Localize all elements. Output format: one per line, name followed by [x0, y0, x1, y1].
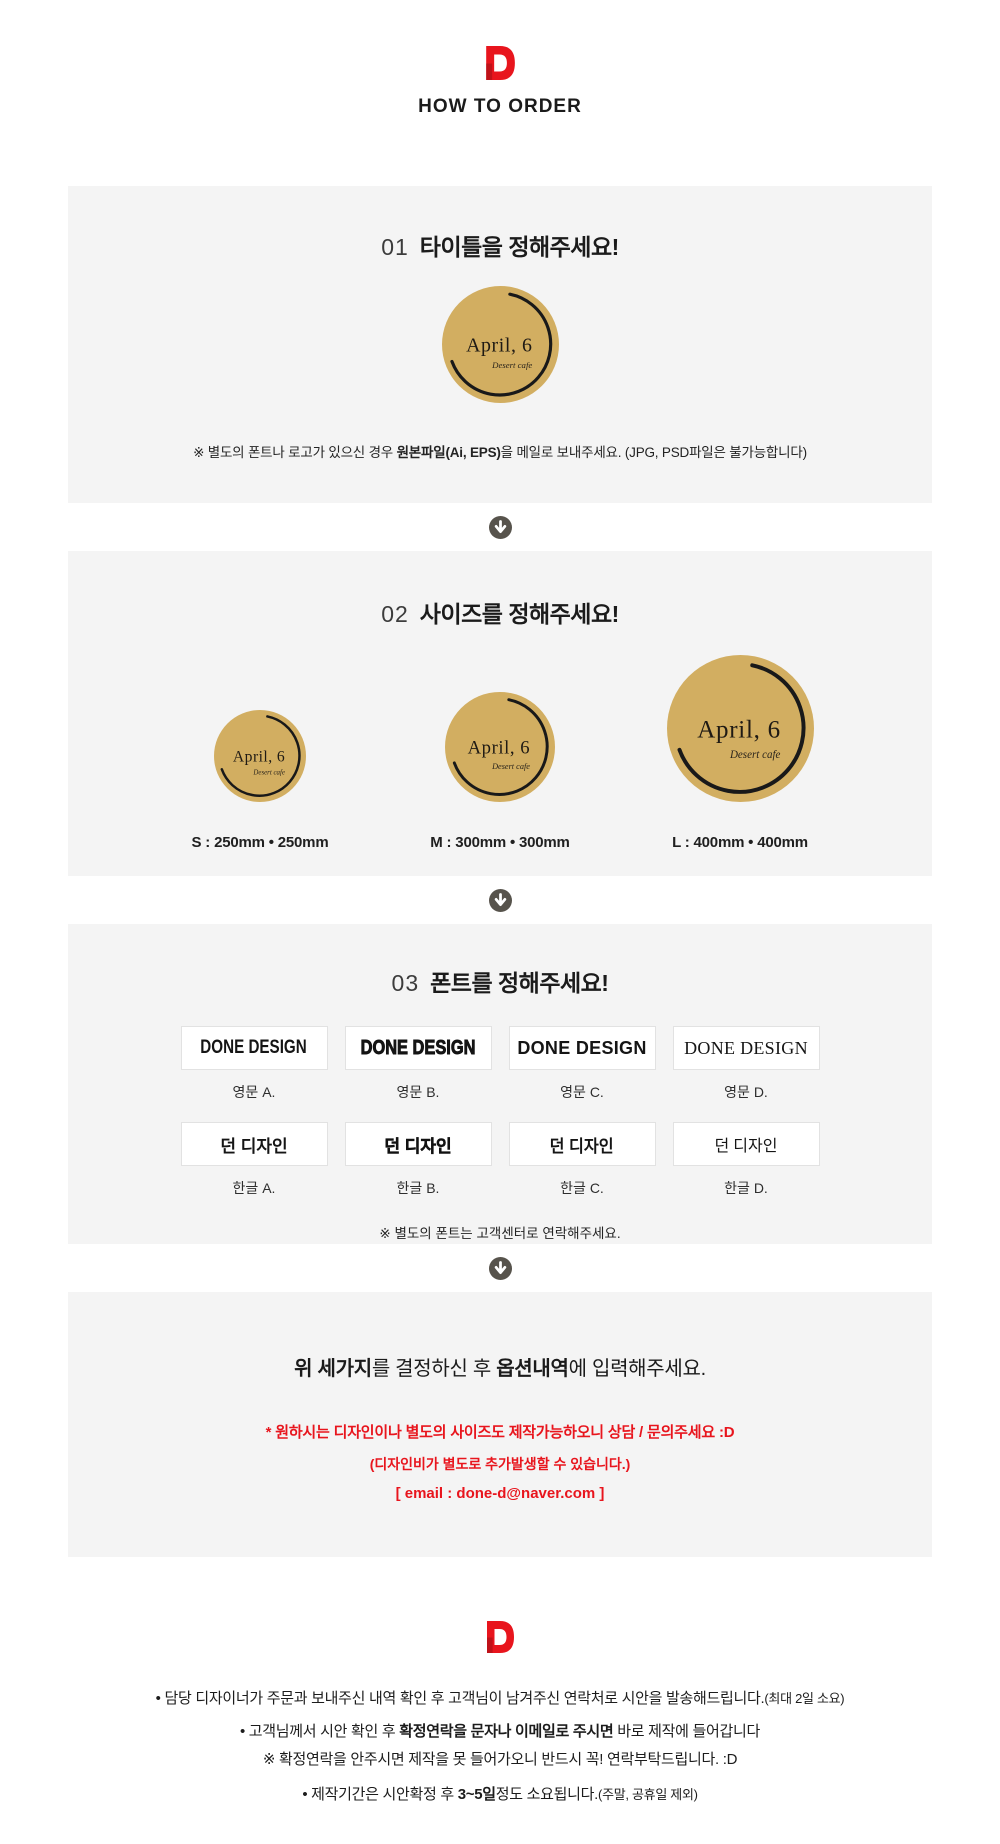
svg-text:April, 6: April, 6	[468, 738, 531, 759]
footer-note-contact-required: ※ 확정연락을 안주시면 제작을 못 들어가오니 반드시 꼭! 연락부탁드립니다…	[262, 1751, 738, 1768]
font-sample-box: 던 디자인	[508, 1122, 656, 1166]
page-header: HOW TO ORDER	[0, 0, 1000, 118]
size-option-medium: April, 6 Desert cafe M : 300mm • 300mm	[380, 692, 620, 851]
gold-badge-small: April, 6 Desert cafe	[214, 710, 306, 802]
font-sample-label: 영문 C.	[560, 1084, 604, 1100]
svg-text:Desert cafe: Desert cafe	[728, 749, 780, 761]
brand-d-logo-icon	[486, 46, 515, 80]
font-sample-box: 던 디자인	[180, 1122, 328, 1166]
down-arrow-icon	[488, 888, 512, 912]
korean-font-samples: 던 디자인 한글 A. 던 디자인 한글 B. 던 디자인 한글 C. 던 디자…	[68, 1122, 932, 1198]
size-label-large: L : 400mm • 400mm	[672, 834, 808, 851]
font-option-en-b: DONE DESIGN 영문 B.	[344, 1026, 492, 1102]
step-1-note: ※ 별도의 폰트나 로고가 있으신 경우 원본파일(Ai, EPS)을 메일로 …	[193, 445, 807, 460]
font-sample-box: DONE DESIGN	[508, 1026, 656, 1070]
svg-text:April, 6: April, 6	[233, 749, 285, 766]
font-sample-label: 한글 D.	[724, 1180, 768, 1196]
step-1-title-section: 01 타이틀을 정해주세요! April, 6 Desert cafe ※ 별도의…	[68, 186, 932, 503]
step-2-number: 02	[381, 601, 409, 627]
sample-badge-wrap: April, 6 Desert cafe	[68, 286, 932, 403]
font-sample-box: DONE DESIGN	[344, 1026, 492, 1070]
font-sample-label: 한글 C.	[560, 1180, 604, 1196]
footer-note-production-time: • 제작기간은 시안확정 후 3~5일정도 소요됩니다.(주말, 공휴일 제외)	[302, 1786, 698, 1803]
font-option-kr-a: 던 디자인 한글 A.	[180, 1122, 328, 1198]
svg-text:April, 6: April, 6	[697, 716, 781, 743]
english-font-samples: DONE DESIGN 영문 A. DONE DESIGN 영문 B. DONE…	[68, 1026, 932, 1102]
gold-badge-logo: April, 6 Desert cafe	[441, 286, 559, 403]
size-option-large: April, 6 Desert cafe L : 400mm • 400mm	[620, 655, 860, 851]
step-3-heading: 03 폰트를 정해주세요!	[391, 970, 609, 996]
footer-brand	[0, 1621, 1000, 1653]
brand-d-logo-icon	[487, 1621, 514, 1653]
custom-design-notice: * 원하시는 디자인이나 별도의 사이즈도 제작가능하오니 상담 / 문의주세요…	[265, 1424, 735, 1441]
svg-text:Desert cafe: Desert cafe	[491, 762, 530, 771]
font-option-kr-b: 던 디자인 한글 B.	[344, 1122, 492, 1198]
contact-email: [ email : done-d@naver.com ]	[395, 1485, 605, 1502]
step-3-note: ※ 별도의 폰트는 고객센터로 연락해주세요.	[379, 1226, 621, 1241]
font-sample-label: 영문 A.	[232, 1084, 276, 1100]
final-instructions-section: 위 세가지를 결정하신 후 옵션내역에 입력해주세요. * 원하시는 디자인이나…	[68, 1292, 932, 1557]
step-3-font-section: 03 폰트를 정해주세요! DONE DESIGN 영문 A. DONE DESI…	[68, 924, 932, 1244]
size-label-medium: M : 300mm • 300mm	[430, 834, 570, 851]
arrow-separator-3	[0, 1244, 1000, 1292]
step-1-heading: 01 타이틀을 정해주세요!	[381, 234, 619, 260]
size-options-row: April, 6 Desert cafe S : 250mm • 250mm A…	[68, 655, 932, 851]
footer-note-confirmation: • 고객님께서 시안 확인 후 확정연락을 문자나 이메일로 주시면 바로 제작…	[239, 1723, 760, 1740]
footer-note-design-draft: • 담당 디자이너가 주문과 보내주신 내역 확인 후 고객님이 남겨주신 연락…	[155, 1690, 845, 1707]
font-option-en-c: DONE DESIGN 영문 C.	[508, 1026, 656, 1102]
down-arrow-icon	[488, 515, 512, 539]
font-sample-box: 던 디자인	[344, 1122, 492, 1166]
step-1-number: 01	[381, 234, 409, 260]
font-option-kr-d: 던 디자인 한글 D.	[672, 1122, 820, 1198]
step-2-heading: 02 사이즈를 정해주세요!	[381, 601, 619, 627]
page-title: HOW TO ORDER	[418, 96, 582, 117]
font-sample-label: 한글 A.	[232, 1180, 276, 1196]
size-label-small: S : 250mm • 250mm	[191, 834, 329, 851]
arrow-separator-2	[0, 876, 1000, 924]
font-option-en-d: DONE DESIGN 영문 D.	[672, 1026, 820, 1102]
badge-subtitle: Desert cafe	[491, 360, 532, 370]
font-sample-box: DONE DESIGN	[672, 1026, 820, 1070]
arrow-separator-1	[0, 503, 1000, 551]
font-option-kr-c: 던 디자인 한글 C.	[508, 1122, 656, 1198]
badge-title: April, 6	[466, 335, 533, 357]
gold-badge-medium: April, 6 Desert cafe	[445, 692, 555, 802]
font-option-en-a: DONE DESIGN 영문 A.	[180, 1026, 328, 1102]
font-sample-label: 영문 D.	[724, 1084, 768, 1100]
font-sample-label: 한글 B.	[396, 1180, 440, 1196]
down-arrow-icon	[488, 1256, 512, 1280]
step-3-number: 03	[391, 970, 420, 996]
design-fee-notice: (디자인비가 별도로 추가발생할 수 있습니다.)	[369, 1456, 631, 1472]
final-instruction-text: 위 세가지를 결정하신 후 옵션내역에 입력해주세요.	[294, 1358, 706, 1380]
step-2-size-section: 02 사이즈를 정해주세요! April, 6 Desert cafe S : 2…	[68, 551, 932, 876]
gold-badge-large: April, 6 Desert cafe	[666, 655, 814, 802]
font-sample-box: DONE DESIGN	[180, 1026, 328, 1070]
size-option-small: April, 6 Desert cafe S : 250mm • 250mm	[140, 710, 380, 851]
font-sample-label: 영문 B.	[396, 1084, 440, 1100]
font-sample-box: 던 디자인	[672, 1122, 820, 1166]
svg-text:Desert cafe: Desert cafe	[252, 769, 285, 776]
